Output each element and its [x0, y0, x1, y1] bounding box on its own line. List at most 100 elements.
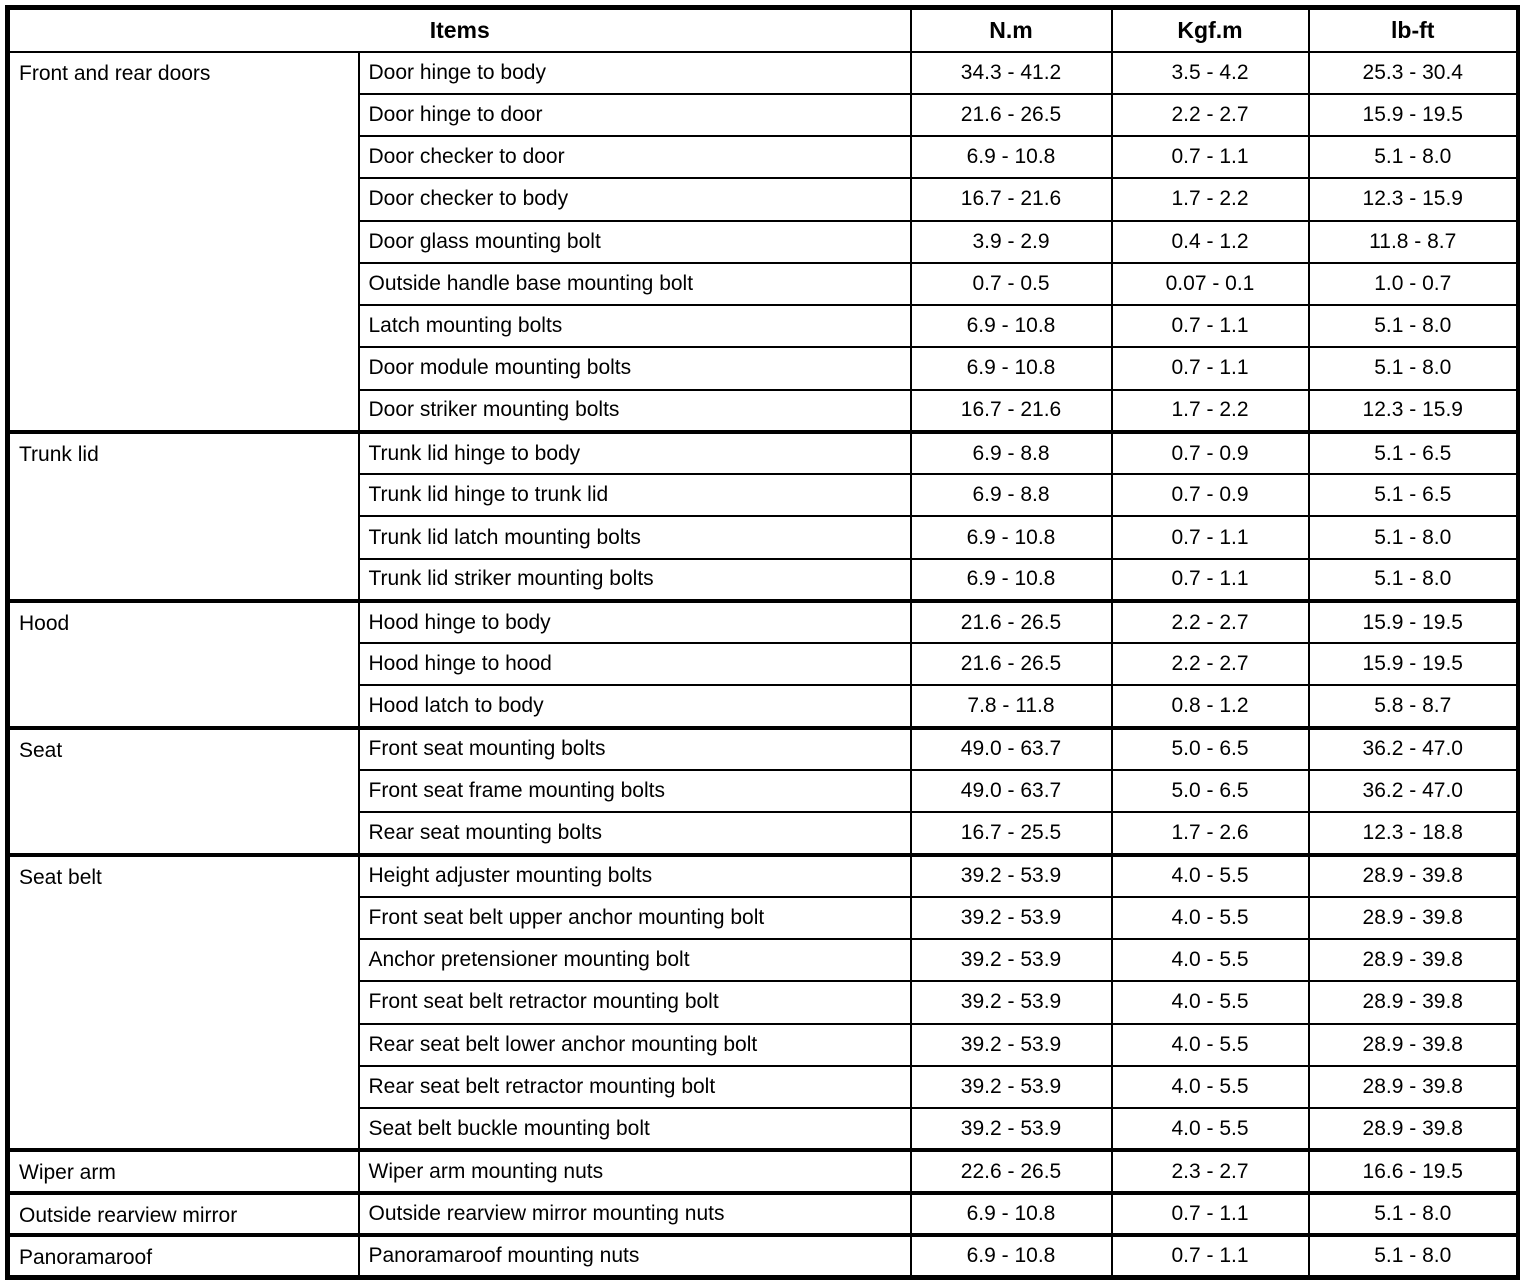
- table-row: Front seat belt upper anchor mounting bo…: [8, 895, 1520, 941]
- kgfm-value-cell: 4.0 - 5.5: [1110, 1107, 1310, 1152]
- kgfm-value-cell: 0.07 - 0.1: [1110, 261, 1310, 307]
- category-cell: Outside rearview mirror: [6, 1190, 360, 1236]
- header-nm: N.m: [909, 6, 1113, 53]
- item-cell: Door checker to body: [357, 177, 912, 222]
- lbft-value-cell: 12.3 - 15.9: [1307, 388, 1520, 433]
- item-cell: Hood latch to body: [357, 684, 912, 729]
- lbft-value-cell: 12.3 - 15.9: [1307, 177, 1520, 222]
- nm-value-cell: 6.9 - 10.8: [909, 135, 1113, 180]
- item-cell: Rear seat mounting bolts: [357, 811, 912, 856]
- lbft-value-cell: 5.1 - 6.5: [1307, 473, 1520, 518]
- table-body: Front and rear doors Door hinge to body 34…: [6, 50, 1520, 1279]
- lbft-value-cell: 5.8 - 8.7: [1307, 684, 1520, 729]
- item-cell: Door hinge to body: [357, 50, 912, 95]
- table-row: Rear seat mounting bolts 16.7 - 25.5 1.7 -…: [8, 811, 1520, 856]
- lbft-value-cell: 36.2 - 47.0: [1307, 725, 1520, 772]
- nm-value-cell: 6.9 - 10.8: [909, 557, 1113, 602]
- nm-value-cell: 49.0 - 63.7: [909, 725, 1113, 772]
- kgfm-value-cell: 5.0 - 6.5: [1110, 725, 1310, 772]
- item-cell: Panoramaroof mounting nuts: [357, 1232, 912, 1279]
- table-row: Seat belt buckle mounting bolt 39.2 - 53.…: [8, 1107, 1520, 1152]
- item-cell: Hood hinge to hood: [357, 642, 912, 687]
- nm-value-cell: 6.9 - 10.8: [909, 1190, 1113, 1236]
- table-row: Outside handle base mounting bolt 0.7 - 0…: [8, 261, 1520, 307]
- nm-value-cell: 39.2 - 53.9: [909, 938, 1113, 983]
- item-cell: Wiper arm mounting nuts: [357, 1148, 912, 1194]
- nm-value-cell: 3.9 - 2.9: [909, 219, 1113, 264]
- kgfm-value-cell: 1.7 - 2.2: [1110, 177, 1310, 222]
- nm-value-cell: 39.2 - 53.9: [909, 1022, 1113, 1067]
- header-row: Items N.m Kgf.m lb-ft: [6, 6, 1520, 53]
- nm-value-cell: 21.6 - 26.5: [909, 92, 1113, 138]
- header-items: Items: [6, 6, 912, 53]
- kgfm-value-cell: 2.3 - 2.7: [1110, 1148, 1310, 1194]
- item-cell: Front seat belt upper anchor mounting bo…: [357, 895, 912, 941]
- nm-value-cell: 39.2 - 53.9: [909, 1064, 1113, 1110]
- lbft-value-cell: 5.1 - 8.0: [1307, 1190, 1520, 1236]
- lbft-value-cell: 5.1 - 8.0: [1307, 1232, 1520, 1279]
- kgfm-value-cell: 0.7 - 1.1: [1110, 515, 1310, 560]
- kgfm-value-cell: 4.0 - 5.5: [1110, 980, 1310, 1025]
- kgfm-value-cell: 0.4 - 1.2: [1110, 219, 1310, 264]
- item-cell: Front seat mounting bolts: [357, 725, 912, 772]
- nm-value-cell: 6.9 - 8.8: [909, 429, 1113, 476]
- nm-value-cell: 22.6 - 26.5: [909, 1148, 1113, 1194]
- item-cell: Trunk lid hinge to body: [357, 429, 912, 476]
- nm-value-cell: 6.9 - 8.8: [909, 473, 1113, 518]
- kgfm-value-cell: 2.2 - 2.7: [1110, 598, 1310, 645]
- item-cell: Rear seat belt retractor mounting bolt: [357, 1064, 912, 1110]
- item-cell: Front seat belt retractor mounting bolt: [357, 980, 912, 1025]
- item-cell: Door checker to door: [357, 135, 912, 180]
- category-cell: Wiper arm: [6, 1148, 360, 1194]
- kgfm-value-cell: 3.5 - 4.2: [1110, 50, 1310, 95]
- item-cell: Door hinge to door: [357, 92, 912, 138]
- item-cell: Latch mounting bolts: [357, 304, 912, 349]
- table-row: Outside rearview mirror Outside rearview …: [6, 1190, 1520, 1236]
- table-row: Hood Hood hinge to body 21.6 - 26.5 2.2 - 2…: [6, 598, 1520, 729]
- kgfm-value-cell: 0.7 - 1.1: [1110, 304, 1310, 349]
- table-row: Rear seat belt retractor mounting bolt 39…: [8, 1064, 1520, 1110]
- lbft-value-cell: 28.9 - 39.8: [1307, 1064, 1520, 1110]
- lbft-value-cell: 28.9 - 39.8: [1307, 1022, 1520, 1067]
- table-row: Seat belt Height adjuster mounting bolts 3…: [6, 852, 1520, 1152]
- table-row: Latch mounting bolts 6.9 - 10.8 0.7 - 1.1 5…: [8, 304, 1520, 349]
- kgfm-value-cell: 2.2 - 2.7: [1110, 642, 1310, 687]
- lbft-value-cell: 28.9 - 39.8: [1307, 980, 1520, 1025]
- category-cell: Hood: [6, 598, 360, 729]
- table-row: Front seat belt retractor mounting bolt 3…: [8, 980, 1520, 1025]
- kgfm-value-cell: 4.0 - 5.5: [1110, 1064, 1310, 1110]
- item-cell: Seat belt buckle mounting bolt: [357, 1107, 912, 1152]
- kgfm-value-cell: 0.7 - 1.1: [1110, 557, 1310, 602]
- item-cell: Trunk lid latch mounting bolts: [357, 515, 912, 560]
- table-row: Seat Front seat mounting bolts 49.0 - 63.7…: [6, 725, 1520, 856]
- category-cell: Trunk lid: [6, 429, 360, 602]
- table-row: Door checker to door 6.9 - 10.8 0.7 - 1.1 5…: [8, 135, 1520, 180]
- item-cell: Door striker mounting bolts: [357, 388, 912, 433]
- item-cell: Anchor pretensioner mounting bolt: [357, 938, 912, 983]
- item-cell: Front seat frame mounting bolts: [357, 769, 912, 814]
- kgfm-value-cell: 0.7 - 1.1: [1110, 346, 1310, 391]
- item-cell: Trunk lid hinge to trunk lid: [357, 473, 912, 518]
- item-cell: Door module mounting bolts: [357, 346, 912, 391]
- table-row: Trunk lid Trunk lid hinge to body 6.9 - 8.…: [6, 429, 1520, 602]
- nm-value-cell: 16.7 - 21.6: [909, 177, 1113, 222]
- table-row: Door glass mounting bolt 3.9 - 2.9 0.4 - 1…: [8, 219, 1520, 264]
- lbft-value-cell: 5.1 - 8.0: [1307, 346, 1520, 391]
- table-row: Trunk lid latch mounting bolts 6.9 - 10.8…: [8, 515, 1520, 560]
- lbft-value-cell: 28.9 - 39.8: [1307, 938, 1520, 983]
- nm-value-cell: 39.2 - 53.9: [909, 895, 1113, 941]
- table-row: Rear seat belt lower anchor mounting bol…: [8, 1022, 1520, 1067]
- nm-value-cell: 21.6 - 26.5: [909, 598, 1113, 645]
- kgfm-value-cell: 5.0 - 6.5: [1110, 769, 1310, 814]
- item-cell: Rear seat belt lower anchor mounting bol…: [357, 1022, 912, 1067]
- table-row: Door hinge to door 21.6 - 26.5 2.2 - 2.7 15…: [8, 92, 1520, 138]
- table-row: Door checker to body 16.7 - 21.6 1.7 - 2.2…: [8, 177, 1520, 222]
- table-row: Door striker mounting bolts 16.7 - 21.6 1.…: [8, 388, 1520, 433]
- nm-value-cell: 16.7 - 25.5: [909, 811, 1113, 856]
- torque-spec-table: Items N.m Kgf.m lb-ft Front and rear doo…: [5, 5, 1520, 1280]
- nm-value-cell: 39.2 - 53.9: [909, 980, 1113, 1025]
- lbft-value-cell: 5.1 - 8.0: [1307, 557, 1520, 602]
- lbft-value-cell: 28.9 - 39.8: [1307, 895, 1520, 941]
- item-cell: Outside handle base mounting bolt: [357, 261, 912, 307]
- kgfm-value-cell: 1.7 - 2.2: [1110, 388, 1310, 433]
